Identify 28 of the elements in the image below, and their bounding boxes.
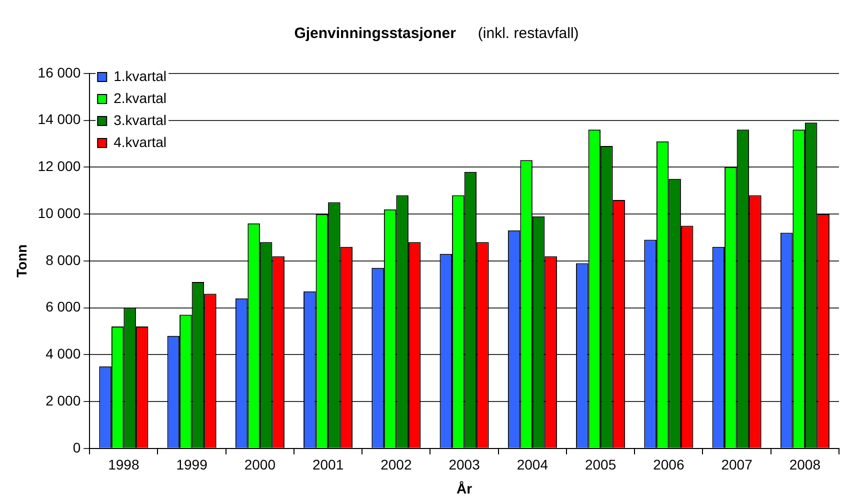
x-tick-label: 2002 <box>380 456 412 473</box>
x-axis-title: År <box>456 480 473 496</box>
x-tick-label: 2007 <box>721 456 753 473</box>
y-tick-label: 16 000 <box>38 64 81 80</box>
y-tick-label: 8 000 <box>46 252 81 268</box>
y-tick-label: 10 000 <box>38 204 81 221</box>
x-tick-label: 2008 <box>789 456 821 473</box>
y-tick-label: 12 000 <box>38 158 81 174</box>
legend-label: 4.kvartal <box>114 134 167 150</box>
x-tick-label: 2000 <box>244 456 276 473</box>
x-tick-label: 2005 <box>584 456 616 473</box>
legend-label: 3.kvartal <box>114 112 167 128</box>
y-tick-label: 14 000 <box>38 111 81 128</box>
y-tick-label: 2 000 <box>46 392 81 408</box>
legend-label: 2.kvartal <box>114 90 167 106</box>
x-tick-label: 2001 <box>312 456 344 473</box>
x-tick-label: 2003 <box>448 456 480 473</box>
legend-label: 1.kvartal <box>114 68 167 84</box>
y-axis-title: Tonn <box>13 244 30 278</box>
x-tick-label: 1999 <box>176 456 208 473</box>
x-tick-label: 2004 <box>516 456 548 473</box>
x-tick-label: 1998 <box>108 456 140 473</box>
chart-title: Gjenvinningsstasjoner <box>294 25 456 42</box>
y-tick-label: 0 <box>72 439 81 456</box>
x-tick-label: 2006 <box>653 456 684 473</box>
chart-subtitle: (inkl. restavfall) <box>478 25 579 42</box>
y-tick-label: 6 000 <box>46 298 81 315</box>
y-tick-label: 4 000 <box>46 346 81 362</box>
